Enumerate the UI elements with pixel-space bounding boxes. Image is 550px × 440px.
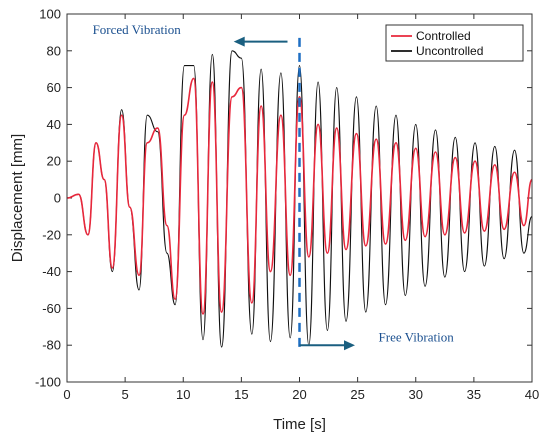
free-vibration-label: Free Vibration (379, 330, 455, 345)
forced-vibration-arrow-head (233, 36, 245, 47)
y-tick-label: 60 (47, 80, 61, 95)
x-tick-label: 10 (176, 387, 190, 402)
annotation-layer: Forced Vibration Free Vibration (93, 22, 455, 351)
x-tick-label: 30 (409, 387, 423, 402)
y-tick-label: 80 (47, 43, 61, 58)
x-axis-label: Time [s] (273, 416, 326, 433)
legend: Controlled Uncontrolled (385, 24, 524, 62)
series-layer (66, 50, 533, 348)
x-tick-label: 25 (350, 387, 364, 402)
plot-area-frame (66, 13, 533, 383)
series-line-uncontrolled (66, 50, 533, 348)
x-tick-label: 40 (525, 387, 539, 402)
y-tick-label: 0 (54, 191, 61, 206)
free-vibration-arrow-head (344, 340, 355, 351)
y-tick-label: 100 (39, 7, 61, 22)
y-tick-label: -40 (42, 264, 61, 279)
y-tick-label: -60 (42, 301, 61, 316)
x-tick-label: 35 (467, 387, 481, 402)
forced-vibration-label: Forced Vibration (93, 22, 182, 37)
y-tick-label: 40 (47, 117, 61, 132)
y-tick-label: -80 (42, 338, 61, 353)
y-tick-label: -20 (42, 227, 61, 242)
legend-label-controlled: Controlled (416, 29, 471, 43)
legend-box (385, 24, 524, 62)
ticks-layer: 0 5 10 15 20 25 30 35 40 -100 -80 -60 -40 -20 0 20 40 60 8… (35, 7, 539, 403)
y-axis-label: Displacement [mm] (9, 134, 26, 262)
series-line-controlled (66, 77, 533, 315)
x-tick-label: 0 (63, 387, 70, 402)
y-tick-label: -100 (35, 375, 61, 390)
y-tick-label: 20 (47, 154, 61, 169)
x-tick-label: 20 (292, 387, 306, 402)
x-tick-label: 15 (234, 387, 248, 402)
legend-label-uncontrolled: Uncontrolled (416, 44, 483, 58)
x-tick-label: 5 (122, 387, 129, 402)
